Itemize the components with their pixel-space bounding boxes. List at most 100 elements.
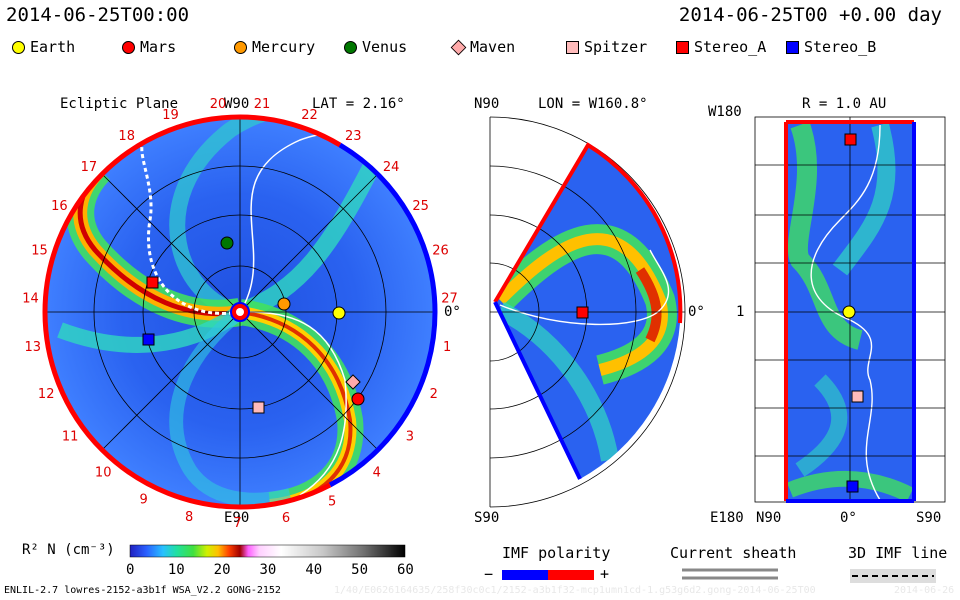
ecliptic-arm — [236, 145, 389, 321]
legend-mercury: Mercury — [234, 38, 315, 56]
carrington-label: 13 — [25, 340, 42, 355]
spitzer-marker-icon — [566, 40, 579, 54]
colorbar — [129, 544, 406, 558]
legend-label: Stereo_B — [804, 38, 877, 56]
earth-marker — [332, 306, 346, 320]
meridional-plot — [489, 116, 686, 508]
imf-polarity-legend — [502, 570, 594, 580]
stereo-a-marker — [576, 306, 589, 319]
legend-label: Mars — [140, 38, 177, 56]
meridional-bottom-label: S90 — [474, 510, 500, 526]
spitzer-marker — [252, 401, 265, 414]
carrington-label: 17 — [81, 160, 98, 175]
ecliptic-polarity-arc-neg — [42, 114, 241, 510]
ecliptic-bottom-label: E90 — [224, 510, 250, 526]
carrington-label: 12 — [38, 387, 55, 402]
footer-left: ENLIL-2.7 lowres-2152-a3b1f WSA_V2.2 GON… — [4, 585, 281, 596]
carrington-label: 23 — [345, 129, 362, 144]
legend-label: Spitzer — [584, 38, 648, 56]
radial-mid-label: 1 — [736, 304, 745, 320]
colorbar-label: R² N (cm⁻³) — [22, 542, 115, 558]
ecliptic-right-label: 0° — [444, 304, 461, 320]
left-timestamp: 2014-06-25T00:00 — [6, 4, 190, 26]
legend-mars: Mars — [122, 38, 176, 56]
carrington-label: 21 — [254, 97, 271, 112]
earth-marker — [842, 305, 856, 319]
imf-plus-label: + — [600, 565, 610, 583]
current-sheath-label: Current sheath — [670, 544, 797, 562]
venus-marker-icon — [344, 40, 357, 54]
meridional-polarity-arc-pos — [493, 301, 582, 480]
maven-marker — [345, 374, 361, 390]
mercury-marker-icon — [234, 40, 247, 54]
ecliptic-polarity-arc-neg — [239, 482, 332, 510]
colorbar-tick-label: 10 — [167, 562, 185, 578]
right-timestamp: 2014-06-25T00 +0.00 day — [678, 4, 942, 26]
colorbar-tick-label: 40 — [305, 562, 323, 578]
meridional-polarity-arc-neg — [493, 142, 683, 324]
imf-negative-swatch — [502, 570, 548, 580]
carrington-label: 1 — [443, 340, 451, 355]
colorbar-tick-label: 60 — [397, 562, 414, 578]
stereo-b-marker — [846, 480, 859, 493]
imf-minus-label: − — [484, 565, 494, 583]
legend-label: Venus — [362, 38, 408, 56]
ecliptic-arm — [169, 306, 292, 507]
carrington-label: 6 — [282, 511, 290, 526]
carrington-label: 26 — [432, 243, 449, 258]
carrington-label: 9 — [139, 493, 147, 508]
carrington-label: 10 — [95, 465, 112, 480]
imf-line — [140, 145, 241, 315]
current-sheath-legend — [682, 568, 778, 580]
radial-plot — [754, 116, 946, 503]
colorbar-tick-label: 20 — [213, 562, 231, 578]
carrington-label: 3 — [406, 429, 414, 444]
meridional-right-label: 0° — [688, 304, 705, 320]
sun-core-icon — [236, 308, 244, 316]
carrington-label: 2 — [430, 387, 438, 402]
footer-middle: 1/40/E0626164635/258f30c0c1/2152-a3b1f32… — [334, 585, 816, 596]
carrington-label: 7 — [233, 516, 241, 531]
carrington-label: 14 — [22, 291, 39, 306]
legend-label: Mercury — [252, 38, 316, 56]
radial-x-label-right: S90 — [916, 510, 942, 526]
stereo-a-marker — [146, 276, 159, 289]
carrington-label: 18 — [118, 129, 135, 144]
imf-line-legend — [850, 569, 936, 583]
spitzer-marker — [851, 390, 864, 403]
ecliptic-polarity-arc-pos — [328, 142, 438, 488]
legend-label: Maven — [470, 38, 516, 56]
colorbar-tick-label: 30 — [259, 562, 277, 578]
stereo-b-marker — [142, 333, 155, 346]
carrington-label: 20 — [210, 97, 227, 112]
carrington-label: 16 — [51, 199, 68, 214]
imf-positive-swatch — [548, 570, 594, 580]
carrington-label: 15 — [31, 243, 48, 258]
footer-right: 2014-06-26 — [894, 585, 955, 596]
carrington-label: 4 — [373, 465, 381, 480]
carrington-label: 24 — [383, 160, 400, 175]
carrington-label: 8 — [185, 510, 193, 525]
radial-title: R = 1.0 AU — [802, 96, 887, 112]
earth-marker-icon — [12, 40, 25, 54]
mars-marker-icon — [122, 40, 135, 54]
venus-marker — [220, 236, 234, 250]
imf-polarity-label: IMF polarity — [502, 544, 611, 562]
colorbar-gradient — [129, 544, 406, 558]
legend-maven: Maven — [450, 38, 516, 56]
ecliptic-top-label: W90 — [224, 96, 250, 112]
colorbar-tick-label: 0 — [126, 562, 135, 578]
legend-spitzer: Spitzer — [566, 38, 647, 56]
stereo-a-marker-icon — [676, 40, 689, 54]
legend-venus: Venus — [344, 38, 407, 56]
carrington-label: 5 — [328, 495, 336, 510]
mars-marker — [351, 392, 365, 406]
carrington-label: 25 — [412, 199, 429, 214]
radial-x-label-left: N90 — [756, 510, 782, 526]
legend-earth: Earth — [12, 38, 75, 56]
radial-x-label-mid: 0° — [840, 510, 857, 526]
stereo-a-marker — [844, 133, 857, 146]
carrington-label: 22 — [301, 108, 318, 123]
carrington-label: 19 — [162, 108, 179, 123]
